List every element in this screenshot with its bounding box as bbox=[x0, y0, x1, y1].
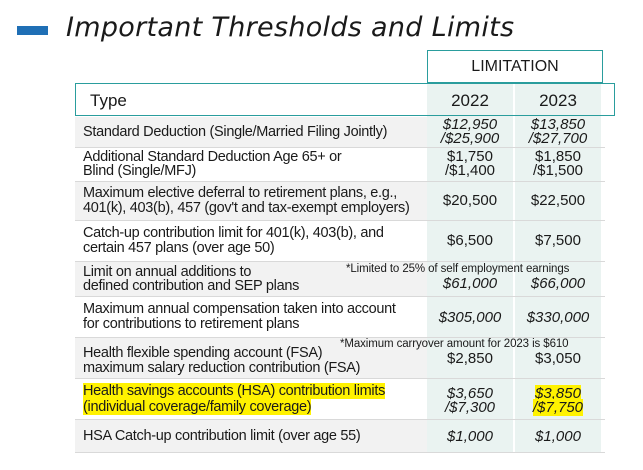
table-row bbox=[75, 420, 605, 453]
value-2023: $330,000 bbox=[526, 309, 590, 326]
hsa-highlight: (individual coverage/family coverage) bbox=[83, 399, 312, 415]
value-2023: $66,000 bbox=[530, 275, 586, 292]
row-label-line2: defined contribution and SEP plans bbox=[83, 278, 300, 294]
value-2023-line2: /$27,700 bbox=[528, 130, 588, 147]
row-background bbox=[75, 338, 427, 378]
row-label-line1: Health savings accounts (HSA) contributi… bbox=[83, 383, 386, 399]
table-row bbox=[75, 338, 605, 379]
row-label: Standard Deduction (Single/Married Filin… bbox=[83, 124, 388, 140]
value-2022-line1: $3,650 bbox=[447, 385, 493, 402]
row-label-line2: maximum salary reduction contribution (F… bbox=[83, 360, 361, 376]
value-2023: $3,050 bbox=[535, 350, 581, 367]
value-2023: $22,500 bbox=[530, 192, 586, 209]
value-2022-line2: /$7,300 bbox=[444, 399, 496, 416]
row-background bbox=[75, 182, 427, 220]
row-label-line2: (individual coverage/family coverage) bbox=[83, 399, 312, 415]
value-2023: $1,000 bbox=[535, 428, 581, 445]
row-label-line2: for contributions to retirement plans bbox=[83, 316, 300, 332]
fsa-carryover-footnote: *Maximum carryover amount for 2023 is $6… bbox=[340, 338, 569, 350]
value-2022: $20,500 bbox=[442, 192, 498, 209]
value-2022-line1: $12,950 bbox=[442, 116, 498, 133]
value-2023-line2: /$1,500 bbox=[532, 162, 584, 179]
row-label-line1: Maximum elective deferral to retirement … bbox=[83, 185, 398, 201]
hsa-highlight: Health savings accounts (HSA) contributi… bbox=[83, 383, 386, 399]
hsa-highlight: $3,850 bbox=[535, 385, 581, 402]
row-background bbox=[75, 117, 427, 147]
value-2022: $61,000 bbox=[442, 275, 498, 292]
row-label-line1: Catch-up contribution limit for 401(k), … bbox=[83, 225, 384, 241]
table-header-row bbox=[75, 83, 615, 116]
row-label-line2: Blind (Single/MFJ) bbox=[83, 163, 197, 179]
table-row bbox=[75, 148, 605, 182]
table-row bbox=[75, 182, 605, 221]
table-row bbox=[75, 297, 605, 338]
limitation-header: LIMITATION bbox=[427, 50, 603, 83]
table-row bbox=[75, 221, 605, 262]
row-background bbox=[75, 420, 427, 452]
value-2023-line1: $3,850 bbox=[515, 385, 601, 402]
row-background bbox=[75, 262, 427, 296]
value-2023-line2: /$7,750 bbox=[515, 399, 601, 416]
hsa-highlight: /$7,750 bbox=[532, 399, 584, 416]
row-label-line1: Additional Standard Deduction Age 65+ or bbox=[83, 149, 342, 165]
page-title: Important Thresholds and Limits bbox=[66, 12, 515, 43]
table-row bbox=[75, 262, 605, 297]
type-column-header: Type bbox=[90, 91, 127, 110]
value-2022: $305,000 bbox=[438, 309, 502, 326]
year-2023-header: 2023 bbox=[539, 91, 577, 110]
table-row bbox=[75, 379, 605, 420]
value-2022: $1,000 bbox=[447, 428, 493, 445]
year-2022-header: 2022 bbox=[451, 91, 489, 110]
row-label-line1: Maximum annual compensation taken into a… bbox=[83, 301, 396, 317]
value-2022-line2: /$25,900 bbox=[440, 130, 500, 147]
value-2022-line1: $1,750 bbox=[447, 148, 493, 165]
value-2023-line1: $13,850 bbox=[530, 116, 586, 133]
row-label-line1: Limit on annual additions to bbox=[83, 264, 252, 280]
row-label: HSA Catch-up contribution limit (over ag… bbox=[83, 428, 361, 444]
table-row bbox=[75, 117, 605, 148]
self-employment-footnote: *Limited to 25% of self employment earni… bbox=[346, 263, 570, 275]
title-accent-bar bbox=[17, 26, 48, 35]
value-2023-line1: $1,850 bbox=[535, 148, 581, 165]
row-label-line2: 401(k), 403(b), 457 (gov't and tax-exemp… bbox=[83, 200, 410, 216]
row-label-line1: Health flexible spending account (FSA) bbox=[83, 345, 323, 361]
column-2022-band bbox=[427, 83, 513, 453]
value-2022-line2: /$1,400 bbox=[444, 162, 496, 179]
value-2023: $7,500 bbox=[535, 232, 581, 249]
value-2022: $2,850 bbox=[447, 350, 493, 367]
row-label-line2: certain 457 plans (over age 50) bbox=[83, 240, 275, 256]
value-2022: $6,500 bbox=[447, 232, 493, 249]
